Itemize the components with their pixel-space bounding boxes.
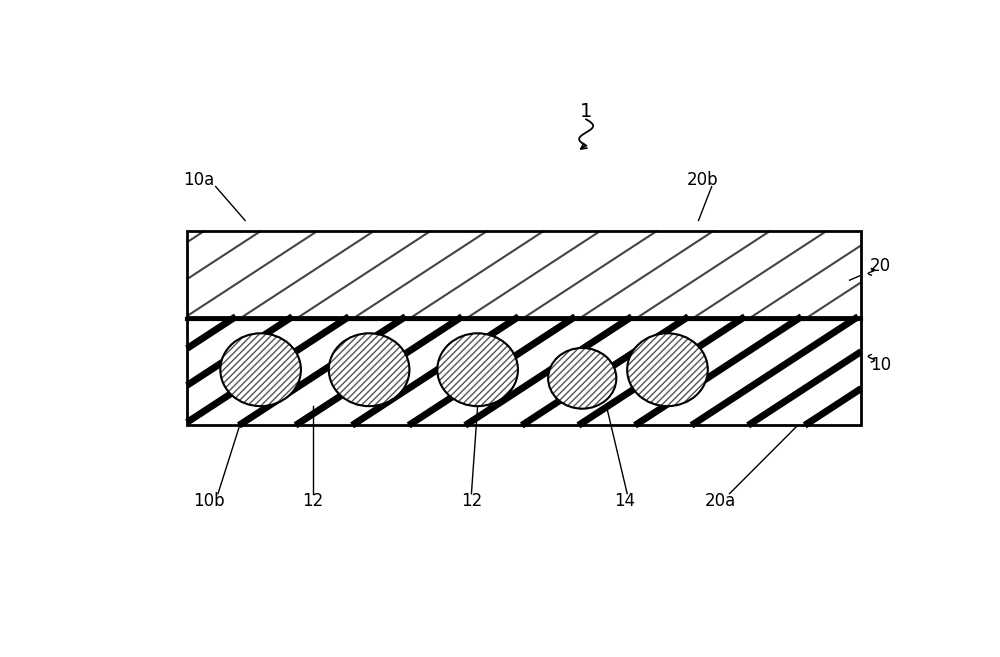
Text: 10a: 10a — [183, 171, 214, 189]
Ellipse shape — [627, 333, 708, 406]
Text: 12: 12 — [302, 492, 323, 510]
Bar — [187, 231, 861, 319]
Text: 20b: 20b — [687, 171, 718, 189]
Bar — [187, 317, 861, 425]
Text: 10: 10 — [870, 355, 891, 374]
Bar — [187, 231, 861, 319]
Ellipse shape — [220, 333, 301, 406]
Ellipse shape — [329, 333, 409, 406]
Ellipse shape — [437, 333, 518, 406]
Text: 10b: 10b — [193, 492, 225, 510]
Text: 14: 14 — [614, 492, 635, 510]
Text: 20: 20 — [870, 257, 891, 275]
Text: 12: 12 — [461, 492, 482, 510]
Text: 1: 1 — [580, 102, 592, 122]
Text: 20a: 20a — [705, 492, 736, 510]
Bar — [187, 317, 861, 425]
Ellipse shape — [548, 348, 616, 409]
